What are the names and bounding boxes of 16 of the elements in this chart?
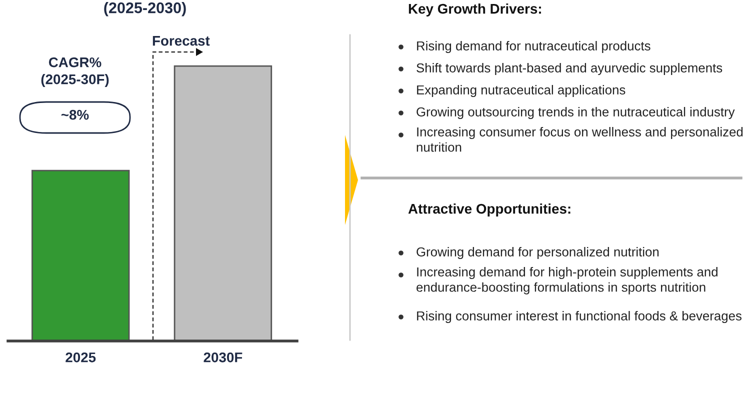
text: Shift towards plant-based and ayurvedic supplements — [416, 62, 722, 76]
annotation: ~8% — [61, 110, 89, 120]
text: Rising consumer interest in functional foods & beverages — [417, 310, 742, 324]
text: Growing demand for personalized nutrition — [416, 246, 659, 260]
x-tick-label: 2025 — [66, 352, 96, 362]
x-tick-label: 2030F — [204, 352, 242, 362]
text: Expanding nutraceutical applications — [417, 84, 626, 98]
text: Attractive Opportunities: — [408, 204, 570, 216]
text: Key Growth Drivers: — [408, 4, 541, 16]
text: Rising demand for nutraceutical products — [417, 40, 650, 54]
text: Increasing demand for high-protein supplements and endurance-boosting formulations in sports nutrition — [416, 267, 718, 294]
text: Increasing consumer focus on wellness and personalized nutrition — [416, 127, 743, 152]
text: Growing outsourcing trends in the nutraceutical industry — [416, 106, 735, 120]
text: Forecast — [152, 36, 210, 46]
chart-title: (2025-2030) — [104, 2, 186, 16]
annotation: CAGR% (2025-30F) — [41, 57, 109, 87]
